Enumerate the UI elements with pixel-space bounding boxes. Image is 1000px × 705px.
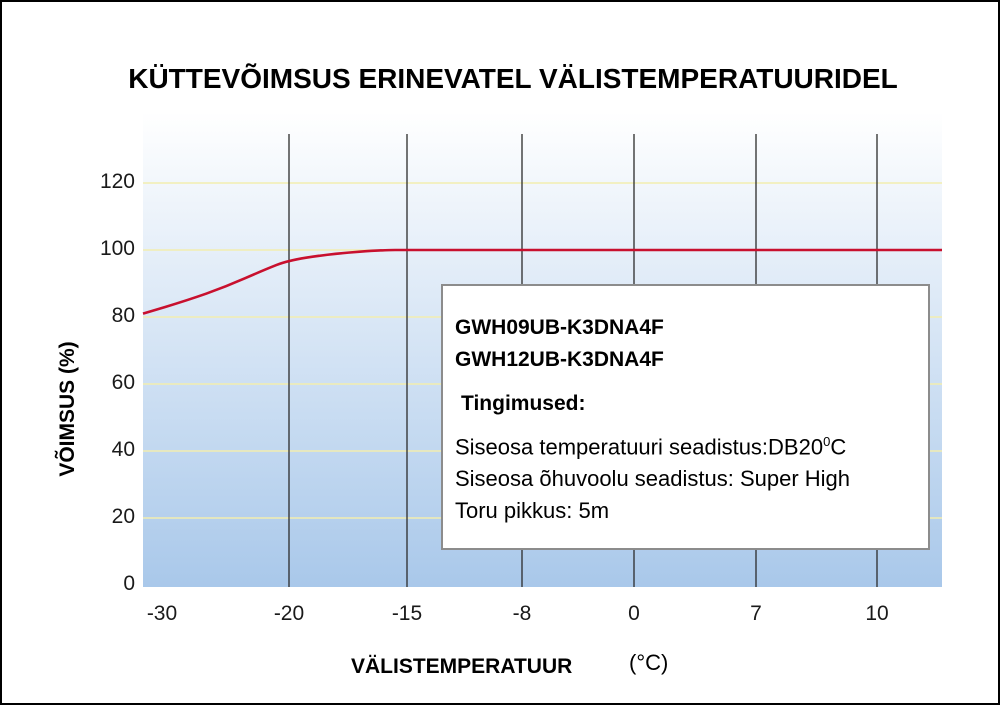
x-tick-label: -30	[147, 602, 177, 625]
y-tick-label: 100	[100, 237, 135, 260]
chart-title: KÜTTEVÕIMSUS ERINEVATEL VÄLISTEMPERATUUR…	[128, 63, 898, 94]
legend-info-box: GWH09UB-K3DNA4F GWH12UB-K3DNA4F Tingimus…	[441, 284, 930, 550]
x-tick-label: -15	[392, 602, 422, 625]
tick-labels: 0 20 40 60 80 100 120 -30 -20 -15 -8 0 7 10	[100, 170, 889, 625]
x-axis-label: VÄLISTEMPERATUUR	[351, 655, 572, 678]
condition-indoor-temperature-unit: C	[830, 434, 847, 460]
y-tick-label: 60	[112, 371, 135, 394]
y-axis-label: VÕIMSUS (%)	[55, 341, 79, 476]
x-tick-label: 7	[750, 602, 762, 625]
condition-indoor-temperature: Siseosa temperatuuri seadistus:DB200C	[455, 426, 914, 463]
x-tick-label: -20	[274, 602, 304, 625]
x-tick-label: 10	[865, 602, 888, 625]
condition-indoor-temperature-sup: 0	[823, 434, 831, 449]
y-tick-label: 20	[112, 505, 135, 528]
y-tick-label: 40	[112, 438, 135, 461]
conditions-title: Tingimused:	[461, 392, 586, 415]
x-axis-unit: (°C)	[629, 650, 668, 675]
series-line	[142, 248, 942, 315]
x-tick-label: -8	[513, 602, 532, 625]
condition-airflow: Siseosa õhuvoolu seadistus: Super High	[455, 466, 851, 492]
y-tick-label: 120	[100, 170, 135, 193]
x-tick-label: 0	[628, 602, 640, 625]
series-layer	[142, 248, 942, 315]
y-tick-label: 0	[123, 572, 135, 595]
model-name-2: GWH12UB-K3DNA4F	[455, 348, 664, 371]
condition-pipe-length: Toru pikkus: 5m	[455, 498, 610, 524]
model-name-1: GWH09UB-K3DNA4F	[455, 316, 664, 339]
y-tick-label: 80	[112, 304, 135, 327]
condition-indoor-temperature-text: Siseosa temperatuuri seadistus:DB20	[455, 434, 824, 460]
